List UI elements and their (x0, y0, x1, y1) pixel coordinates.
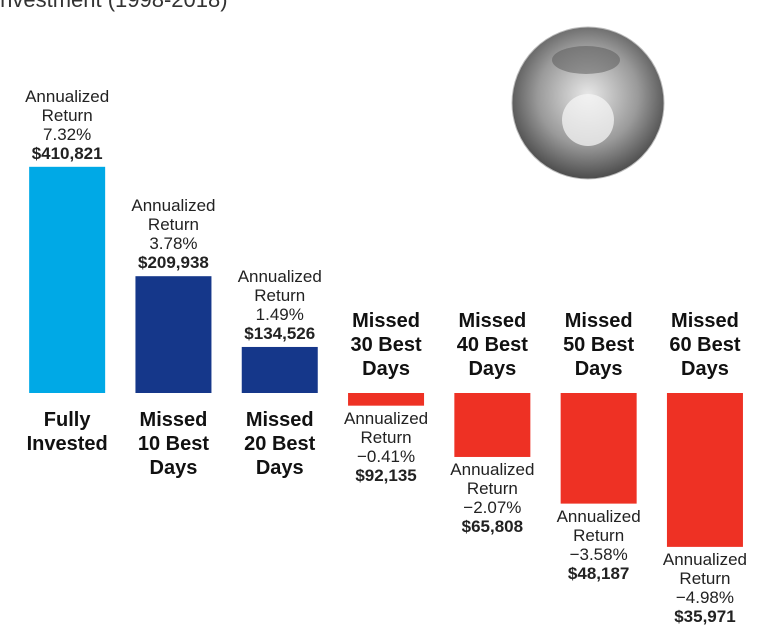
value-label: −0.41% (330, 447, 442, 466)
value-label: 7.32% (11, 125, 123, 144)
bar (135, 276, 211, 393)
bar (29, 167, 105, 393)
amount-label: $209,938 (117, 253, 229, 272)
amount-label: $134,526 (224, 324, 336, 343)
amount-label: $410,821 (11, 144, 123, 163)
value-label: 1.49% (224, 305, 336, 324)
value-label-group: Annualized Return−4.98%$35,971 (649, 550, 761, 626)
return-label: Annualized Return (436, 460, 548, 498)
value-label: −3.58% (543, 545, 655, 564)
category-label: Missed 60 Best Days (663, 309, 747, 381)
value-label-group: Annualized Return−2.07%$65,808 (436, 460, 548, 536)
chart: Investment (1998-2018) Annualized Return… (0, 0, 765, 644)
bar (454, 393, 530, 457)
return-label: Annualized Return (330, 409, 442, 447)
photo (512, 27, 664, 179)
return-label: Annualized Return (117, 196, 229, 234)
category-label: Missed 40 Best Days (450, 309, 534, 381)
photo-ball (562, 94, 614, 146)
amount-label: $65,808 (436, 517, 548, 536)
return-label: Annualized Return (11, 87, 123, 125)
value-label: 3.78% (117, 234, 229, 253)
value-label-group: Annualized Return−3.58%$48,187 (543, 507, 655, 583)
return-label: Annualized Return (543, 507, 655, 545)
page: {"chart_data": {"type": "bar", "title": … (0, 0, 765, 644)
category-label: Missed 30 Best Days (344, 309, 428, 381)
amount-label: $48,187 (543, 564, 655, 583)
value-label-group: Annualized Return−0.41%$92,135 (330, 409, 442, 485)
value-label: −4.98% (649, 588, 761, 607)
bar (667, 393, 743, 547)
return-label: Annualized Return (649, 550, 761, 588)
category-label: Missed 50 Best Days (557, 309, 641, 381)
amount-label: $92,135 (330, 466, 442, 485)
bar (348, 393, 424, 406)
value-label: −2.07% (436, 498, 548, 517)
bar (561, 393, 637, 504)
category-label: Fully Invested (25, 408, 109, 456)
amount-label: $35,971 (649, 607, 761, 626)
return-label: Annualized Return (224, 267, 336, 305)
photo-eyes (552, 46, 620, 74)
category-label: Missed 10 Best Days (131, 408, 215, 480)
category-label: Missed 20 Best Days (238, 408, 322, 480)
bar (242, 347, 318, 393)
